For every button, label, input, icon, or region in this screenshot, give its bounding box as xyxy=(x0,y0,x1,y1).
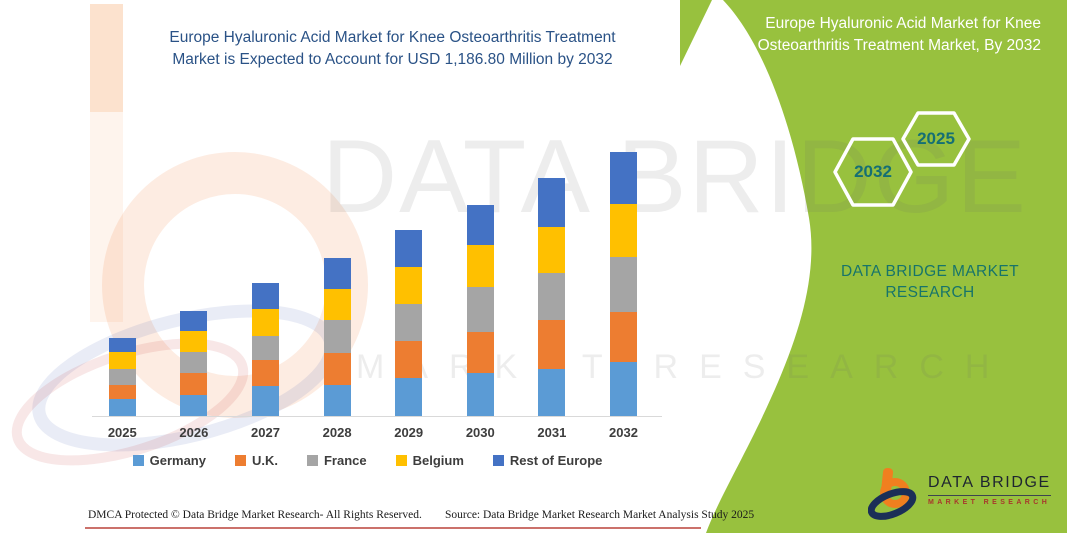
bar-segment-2026-rest-of-europe xyxy=(180,310,208,331)
data-bridge-b-icon xyxy=(868,467,917,520)
bar-segment-2026-germany xyxy=(180,395,208,416)
x-axis-label-2030: 2030 xyxy=(465,425,495,440)
bar-segment-2031-belgium xyxy=(538,226,566,273)
brand-text: DATA BRIDGE MARKET RESEARCH xyxy=(818,262,1042,304)
stacked-bar-2031 xyxy=(538,177,566,416)
stacked-bar-2027 xyxy=(252,282,279,416)
logo-subtitle: MARKET RESEARCH xyxy=(928,499,1051,506)
x-axis-label-2026: 2026 xyxy=(179,425,209,440)
legend-item-france: France xyxy=(306,453,367,468)
bar-segment-2029-u-k- xyxy=(395,340,423,378)
stacked-bar-2029 xyxy=(395,230,423,416)
bar-segment-2026-france xyxy=(180,352,208,374)
hexagon-2025-label: 2025 xyxy=(917,129,955,148)
legend-item-rest-of-europe: Rest of Europe xyxy=(492,453,603,468)
bar-segment-2028-u-k- xyxy=(323,352,351,386)
logo-text-block: DATA BRIDGE MARKET RESEARCH xyxy=(928,466,1051,506)
hexagon-2032: 2032 xyxy=(832,136,914,208)
bar-segment-2027-u-k- xyxy=(252,360,279,387)
legend-swatch-icon xyxy=(492,455,504,466)
chart-title-line2: Market is Expected to Account for USD 1,… xyxy=(172,51,613,68)
x-axis-label-2027: 2027 xyxy=(251,425,280,440)
legend-item-germany: Germany xyxy=(132,453,206,468)
bar-segment-2028-france xyxy=(323,320,351,353)
x-axis-label-2032: 2032 xyxy=(609,425,638,440)
data-bridge-logo: DATA BRIDGE MARKET RESEARCH xyxy=(868,466,1051,522)
legend-swatch-icon xyxy=(395,455,407,466)
stacked-bar-2028 xyxy=(323,257,351,416)
bar-segment-2025-belgium xyxy=(108,351,136,370)
bar-segment-2032-rest-of-europe xyxy=(610,151,637,205)
bar-segment-2032-belgium xyxy=(610,204,637,258)
legend-label: U.K. xyxy=(251,453,278,468)
brand-text-line1: DATA BRIDGE MARKET xyxy=(840,263,1019,280)
hexagon-2032-outline xyxy=(833,137,913,207)
bar-segment-2026-belgium xyxy=(180,330,208,353)
x-axis-label-2025: 2025 xyxy=(107,425,137,440)
bar-segment-2032-germany xyxy=(610,361,637,416)
bar-segment-2030-u-k- xyxy=(466,331,494,374)
bar-segment-2028-germany xyxy=(323,385,351,416)
bar-segment-2029-france xyxy=(395,303,423,341)
bar-segment-2029-belgium xyxy=(395,266,423,304)
bar-segment-2032-u-k- xyxy=(610,311,637,362)
bar-segment-2030-france xyxy=(466,286,494,332)
hexagon-2025-outline xyxy=(901,111,971,167)
bar-segment-2029-germany xyxy=(395,377,423,416)
legend-item-u-k-: U.K. xyxy=(234,453,278,468)
chart-legend: Germany U.K. France Belgium Rest of Europe xyxy=(85,453,650,468)
legend-label: Germany xyxy=(149,453,206,468)
bar-segment-2031-u-k- xyxy=(538,320,566,370)
bar-segment-2031-france xyxy=(538,272,566,321)
legend-label: Belgium xyxy=(412,453,464,468)
legend-swatch-icon xyxy=(132,455,144,466)
bar-segment-2028-belgium xyxy=(323,289,351,321)
footer-dmca-text: DMCA Protected © Data Bridge Market Rese… xyxy=(88,509,422,521)
footer-source-text: Source: Data Bridge Market Research Mark… xyxy=(445,509,755,521)
hexagon-2025: 2025 xyxy=(900,110,972,168)
bar-segment-2025-germany xyxy=(108,399,136,416)
bar-segment-2032-france xyxy=(610,257,637,312)
stacked-bar-2025 xyxy=(108,337,136,416)
chart-title: Europe Hyaluronic Acid Market for Knee O… xyxy=(70,27,715,71)
bar-segment-2027-rest-of-europe xyxy=(252,282,279,309)
x-axis-label-2028: 2028 xyxy=(322,425,352,440)
bar-segment-2025-france xyxy=(108,369,136,386)
bar-segment-2025-rest-of-europe xyxy=(108,337,136,352)
side-panel-title: Europe Hyaluronic Acid Market for Knee O… xyxy=(757,15,1041,55)
legend-item-belgium: Belgium xyxy=(395,453,464,468)
bar-segment-2029-rest-of-europe xyxy=(395,230,423,267)
logo-name: DATA BRIDGE xyxy=(928,474,1051,496)
bar-segment-2030-germany xyxy=(466,373,494,416)
green-panel-main-shape xyxy=(706,0,1067,533)
legend-swatch-icon xyxy=(306,455,318,466)
x-axis-label-2031: 2031 xyxy=(537,425,567,440)
bar-segment-2028-rest-of-europe xyxy=(323,257,351,290)
chart-title-line1: Europe Hyaluronic Acid Market for Knee O… xyxy=(169,29,616,46)
footer-red-line xyxy=(85,527,701,529)
legend-label: Rest of Europe xyxy=(509,453,603,468)
legend-swatch-icon xyxy=(234,455,246,466)
brand-text-line2: RESEARCH xyxy=(885,283,975,301)
stacked-bar-2026 xyxy=(180,310,208,416)
stacked-bar-2032 xyxy=(610,151,637,416)
bar-segment-2027-germany xyxy=(252,386,279,416)
bar-segment-2030-belgium xyxy=(466,245,494,287)
bar-segment-2027-france xyxy=(252,335,279,361)
bar-segment-2031-rest-of-europe xyxy=(538,177,566,227)
bar-segment-2027-belgium xyxy=(252,308,279,336)
bar-segment-2025-u-k- xyxy=(108,385,136,400)
hexagon-2032-label: 2032 xyxy=(854,162,892,181)
x-axis-label-2029: 2029 xyxy=(394,425,424,440)
green-panel-corner-wedge xyxy=(680,0,712,66)
bar-segment-2030-rest-of-europe xyxy=(466,205,494,245)
stacked-bar-2030 xyxy=(466,205,494,416)
legend-label: France xyxy=(323,453,367,468)
x-axis-line xyxy=(92,416,662,417)
bar-segment-2026-u-k- xyxy=(180,373,208,396)
bar-segment-2031-germany xyxy=(538,369,566,416)
